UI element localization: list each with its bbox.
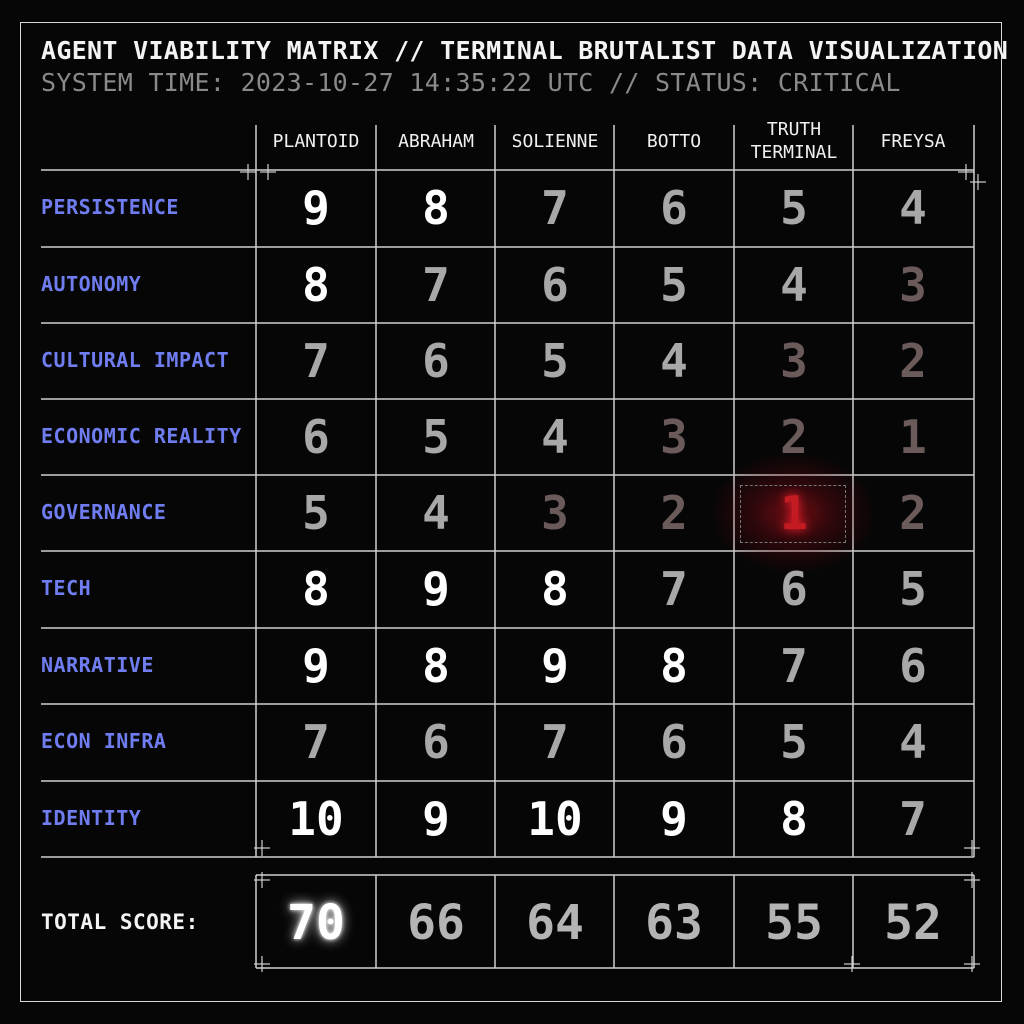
total-score-value: 66 (407, 895, 465, 951)
row-label: ECONOMIC REALITY (41, 424, 242, 448)
matrix-cell-value: 8 (422, 639, 450, 693)
matrix-cell-value: 8 (302, 258, 330, 312)
matrix-cell-value: 9 (422, 792, 450, 846)
matrix-cell-value: 6 (660, 715, 688, 769)
matrix-cell-value: 7 (422, 258, 450, 312)
matrix-cell-value: 6 (422, 715, 450, 769)
matrix-cell-value: 5 (541, 334, 569, 388)
matrix-cell-value: 9 (660, 792, 688, 846)
total-score-value: 52 (884, 895, 942, 951)
matrix-cell-value: 2 (899, 486, 927, 540)
matrix-cell-value: 5 (780, 715, 808, 769)
matrix-cell-value: 1 (899, 410, 927, 464)
matrix-cell-value: 7 (541, 181, 569, 235)
terminal-frame (20, 22, 1002, 1002)
column-header: FREYSA (880, 131, 946, 152)
matrix-cell-value: 2 (780, 410, 808, 464)
row-label: GOVERNANCE (41, 500, 167, 524)
matrix-cell-value: 3 (780, 334, 808, 388)
matrix-cell-value: 7 (899, 792, 927, 846)
matrix-cell-value: 3 (899, 258, 927, 312)
matrix-cell-value: 9 (302, 639, 330, 693)
matrix-cell-value: 8 (660, 639, 688, 693)
matrix-cell-value: 1 (780, 486, 808, 540)
matrix-cell-value: 10 (288, 792, 344, 846)
total-score-label: TOTAL SCORE: (41, 910, 199, 934)
matrix-cell-value: 8 (541, 562, 569, 616)
total-score-value: 55 (765, 895, 823, 951)
matrix-cell-value: 4 (541, 410, 569, 464)
matrix-cell-value: 4 (422, 486, 450, 540)
system-status: SYSTEM TIME: 2023-10-27 14:35:22 UTC // … (41, 68, 901, 97)
matrix-cell-value: 5 (660, 258, 688, 312)
matrix-cell-value: 9 (422, 562, 450, 616)
matrix-cell-value: 6 (899, 639, 927, 693)
matrix-cell-value: 2 (660, 486, 688, 540)
column-header: BOTTO (646, 131, 702, 152)
matrix-cell-value: 7 (541, 715, 569, 769)
matrix-cell-value: 5 (899, 562, 927, 616)
matrix-cell-value: 2 (899, 334, 927, 388)
matrix-cell-value: 9 (302, 181, 330, 235)
matrix-cell-value: 8 (302, 562, 330, 616)
matrix-cell-value: 5 (780, 181, 808, 235)
column-header: PLANTOID (272, 131, 360, 152)
row-label: AUTONOMY (41, 272, 142, 296)
matrix-cell-value: 7 (660, 562, 688, 616)
page-title: AGENT VIABILITY MATRIX // TERMINAL BRUTA… (41, 36, 1009, 65)
row-label: IDENTITY (41, 806, 142, 830)
matrix-cell-value: 7 (302, 334, 330, 388)
matrix-cell-value: 8 (780, 792, 808, 846)
row-label: CULTURAL IMPACT (41, 348, 230, 372)
matrix-cell-value: 6 (660, 181, 688, 235)
row-label: PERSISTENCE (41, 195, 179, 219)
matrix-cell-value: 8 (422, 181, 450, 235)
matrix-cell-value: 7 (780, 639, 808, 693)
row-label: TECH (41, 576, 92, 600)
column-header: SOLIENNE (511, 131, 599, 152)
matrix-cell-value: 4 (660, 334, 688, 388)
matrix-cell-value: 3 (660, 410, 688, 464)
matrix-cell-value: 5 (302, 486, 330, 540)
matrix-cell-value: 4 (899, 181, 927, 235)
matrix-cell-value: 4 (780, 258, 808, 312)
matrix-cell-value: 6 (780, 562, 808, 616)
matrix-cell-value: 10 (527, 792, 583, 846)
matrix-cell-value: 9 (541, 639, 569, 693)
total-score-value: 63 (645, 895, 703, 951)
matrix-cell-value: 4 (899, 715, 927, 769)
matrix-cell-value: 6 (541, 258, 569, 312)
column-header: TRUTH TERMINAL (750, 119, 838, 163)
column-header: ABRAHAM (398, 131, 474, 152)
matrix-cell-value: 6 (302, 410, 330, 464)
matrix-cell-value: 5 (422, 410, 450, 464)
matrix-cell-value: 7 (302, 715, 330, 769)
total-score-value: 70 (287, 895, 345, 951)
matrix-cell-value: 3 (541, 486, 569, 540)
total-score-value: 64 (526, 895, 584, 951)
row-label: ECON INFRA (41, 729, 167, 753)
matrix-cell-value: 6 (422, 334, 450, 388)
row-label: NARRATIVE (41, 653, 154, 677)
